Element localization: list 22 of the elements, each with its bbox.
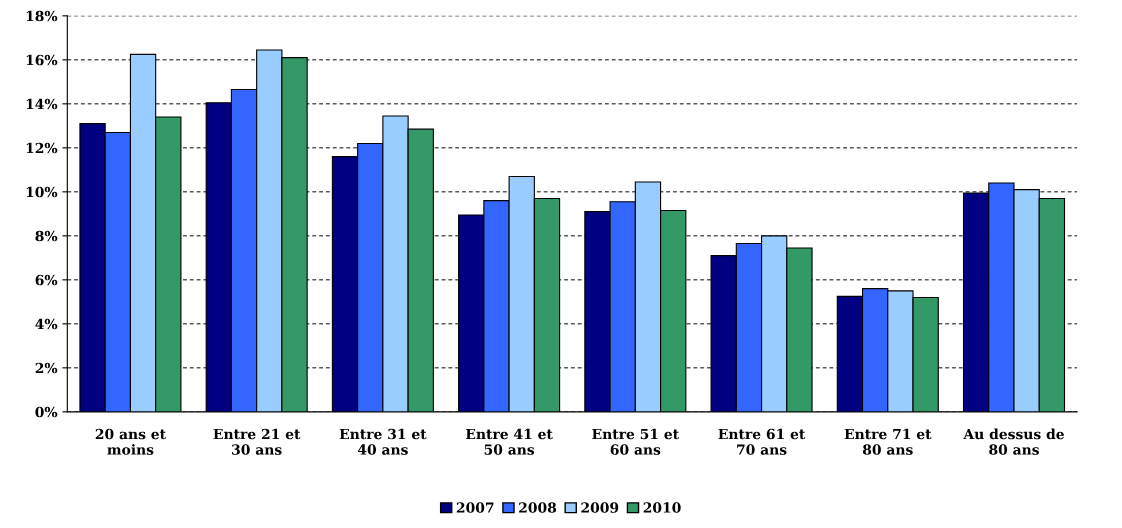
x-tick-label: Entre 31 et 40 ans — [339, 428, 427, 455]
legend-label: 2007 — [456, 502, 494, 513]
y-tick-label: 0% — [35, 406, 58, 418]
y-tick-label: 2% — [35, 362, 58, 374]
y-tick-label: 18% — [26, 10, 58, 22]
y-tick-label: 6% — [35, 274, 58, 286]
x-tick-label: Entre 21 et 30 ans — [213, 428, 301, 455]
y-tick-label: 8% — [35, 230, 58, 242]
legend-label: 2010 — [643, 502, 681, 513]
legend-label: 2008 — [519, 502, 557, 513]
legend-label: 2009 — [581, 502, 619, 513]
x-tick-label: 20 ans et moins — [95, 428, 166, 455]
x-tick-label: Au dessus de 80 ans — [963, 428, 1064, 455]
x-tick-label: Entre 61 et 70 ans — [718, 428, 806, 455]
y-tick-label: 4% — [35, 318, 58, 330]
y-tick-label: 10% — [26, 186, 58, 198]
y-tick-label: 12% — [26, 142, 58, 154]
x-tick-label: Entre 71 et 80 ans — [844, 428, 932, 455]
y-tick-label: 14% — [26, 98, 58, 110]
y-tick-label: 16% — [26, 54, 58, 66]
x-tick-label: Entre 51 et 60 ans — [592, 428, 680, 455]
x-tick-label: Entre 41 et 50 ans — [466, 428, 553, 455]
